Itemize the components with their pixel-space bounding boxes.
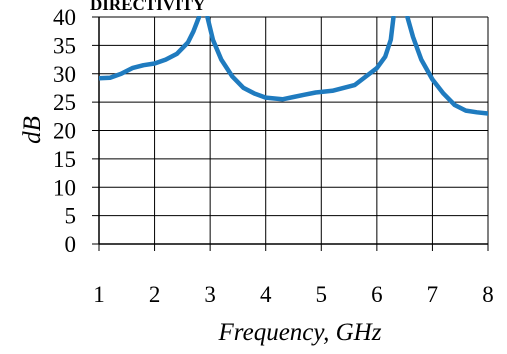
x-tick-label: 3 [204, 282, 216, 307]
x-tick-label: 2 [149, 282, 161, 307]
x-tick-label: 4 [260, 282, 272, 307]
y-tick-label: 0 [65, 232, 77, 257]
series-layer [99, 16, 488, 116]
y-tick-label: 5 [65, 204, 77, 229]
y-tick-label: 15 [53, 147, 76, 172]
y-tick-label: 35 [53, 33, 76, 58]
x-axis-title: Frequency, GHz [218, 319, 382, 346]
y-tick-label: 20 [53, 119, 76, 144]
x-tick-label: 5 [316, 282, 328, 307]
chart-title: DIRECTIVITY [90, 0, 205, 14]
x-tick-label: 1 [93, 282, 105, 307]
x-tick-label: 6 [371, 282, 383, 307]
axis-layer [92, 16, 489, 251]
y-tick-label: 30 [53, 62, 76, 87]
label-layer: 1 2 3 4 5 6 7 8 0 5 10 15 20 25 30 35 40 [53, 5, 494, 307]
x-tick-label: 8 [482, 282, 494, 307]
y-tick-label: 40 [53, 5, 76, 30]
series-line-segment [99, 16, 202, 81]
y-tick-label: 25 [53, 90, 76, 115]
series-line-segment [205, 16, 396, 102]
x-tick-label: 7 [427, 282, 439, 307]
grid-layer [98, 16, 489, 245]
y-tick-label: 10 [53, 175, 76, 200]
series-line-segment [405, 16, 488, 116]
y-axis-title: dB [19, 116, 46, 144]
